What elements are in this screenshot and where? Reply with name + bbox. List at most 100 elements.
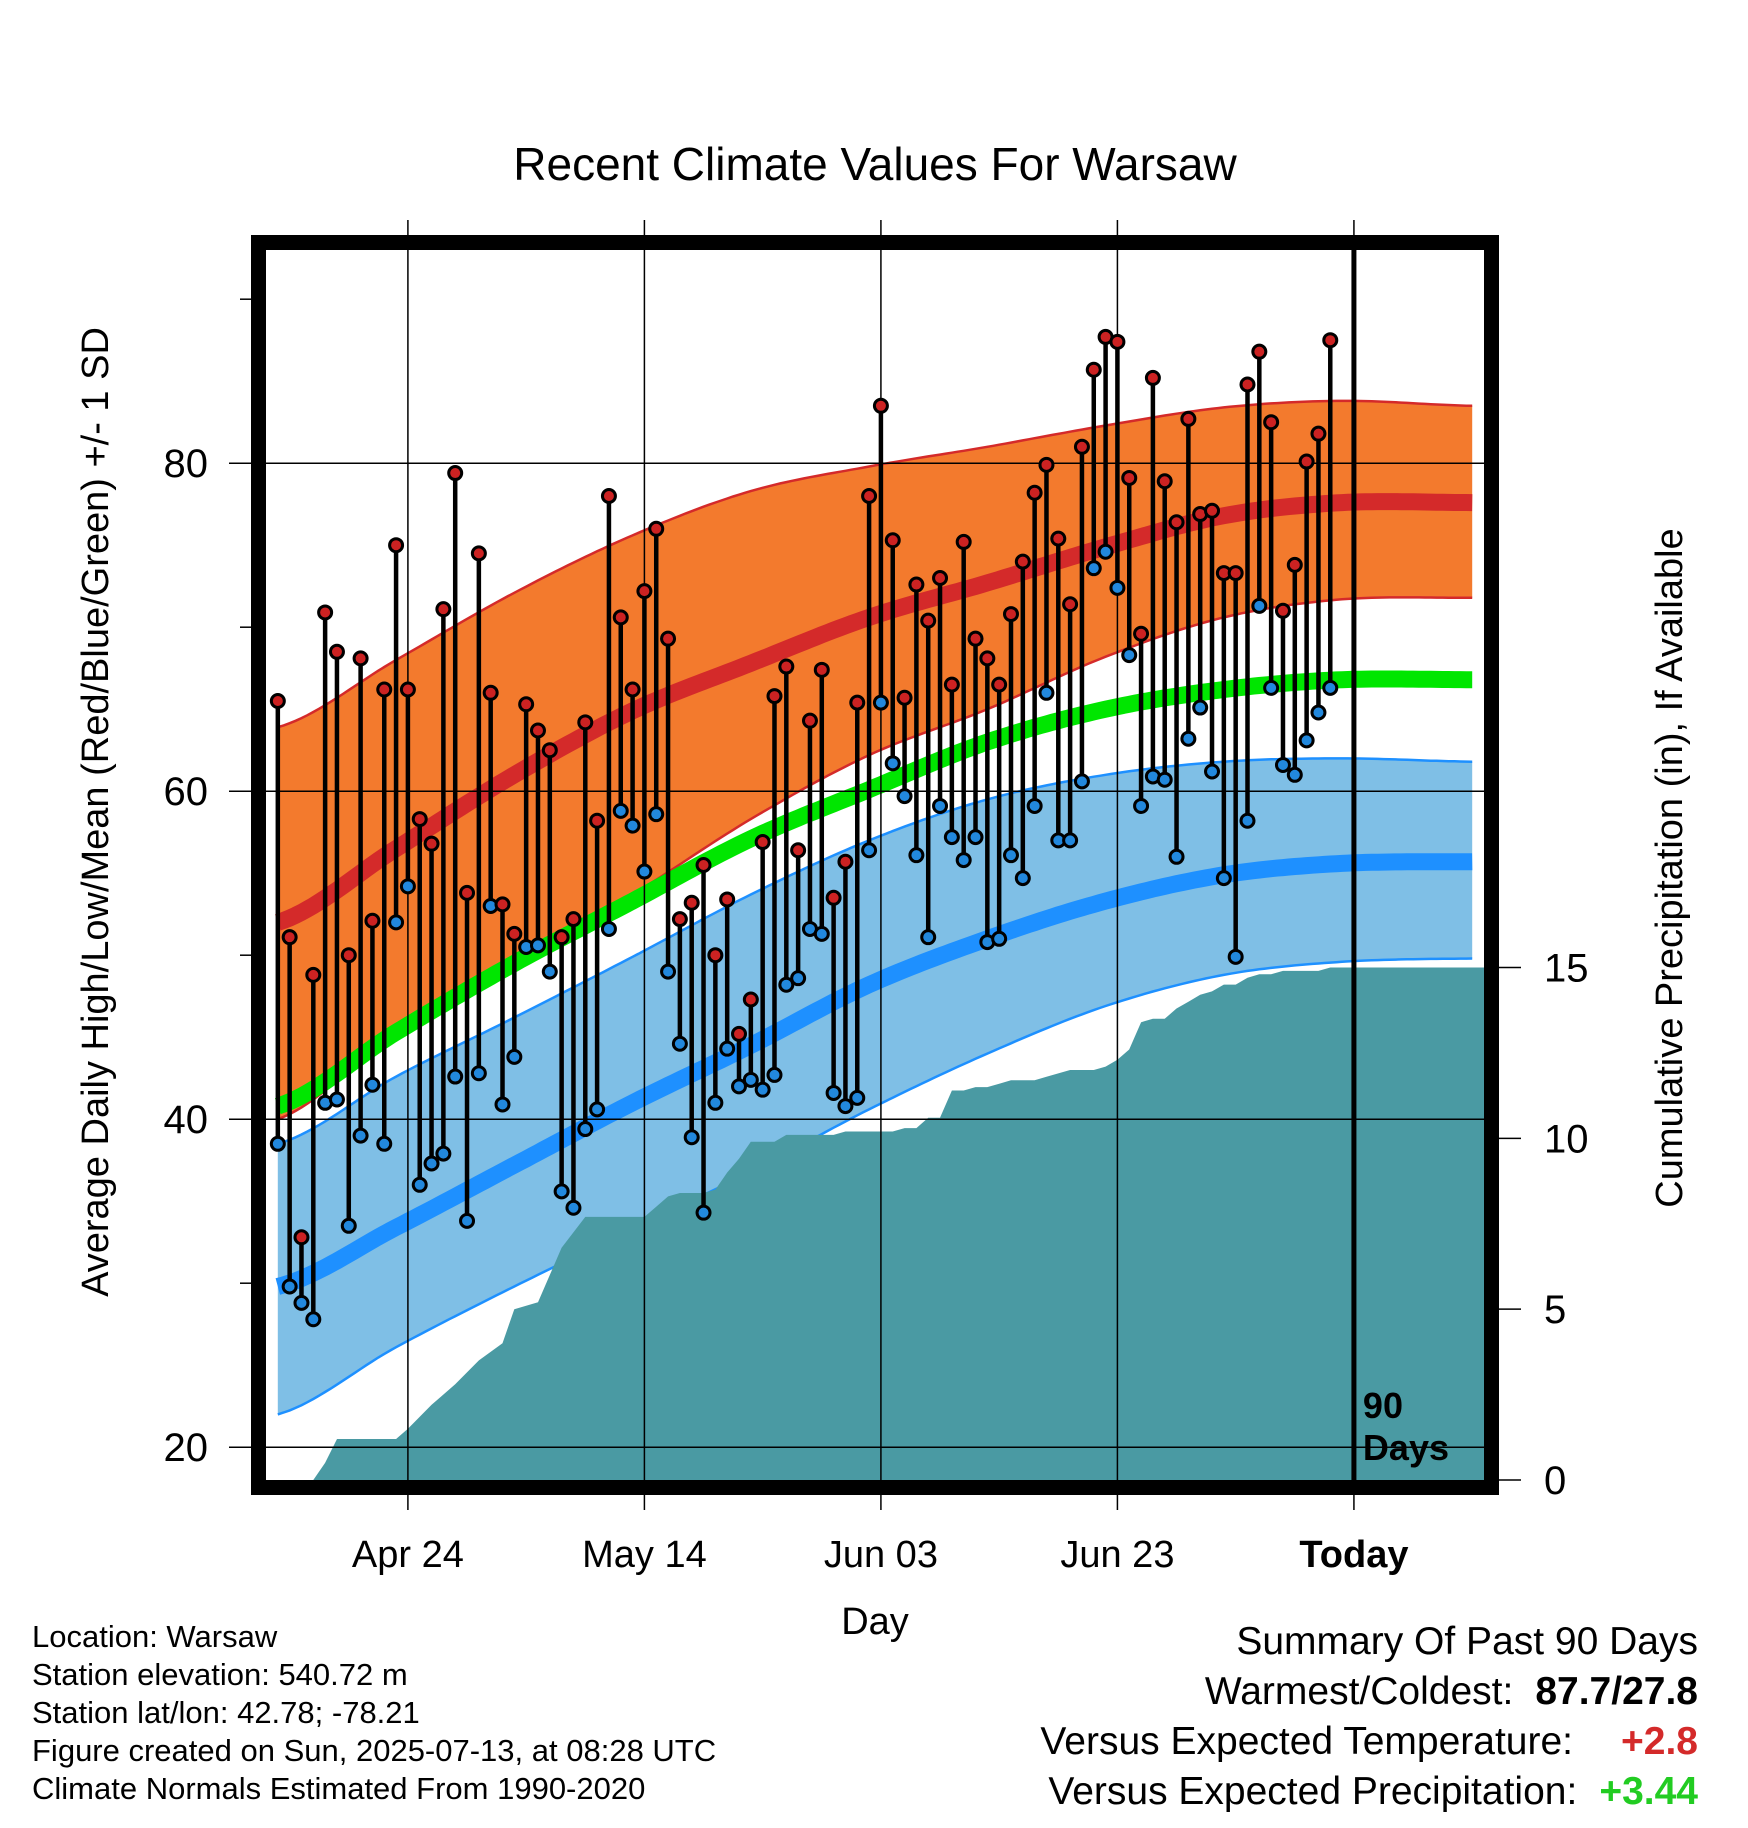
daily-low-point (1286, 766, 1303, 783)
y-tick-label: 20 (164, 1426, 209, 1470)
daily-low-point (1215, 870, 1232, 887)
y2-tick-label: 5 (1544, 1288, 1566, 1332)
daily-low-point (778, 976, 795, 993)
normals-text: Climate Normals Estimated From 1990-2020 (32, 1771, 646, 1806)
daily-low-point (352, 1127, 369, 1144)
daily-low-point (1121, 647, 1138, 664)
daily-low-point (1133, 797, 1150, 814)
daily-high-point (577, 714, 594, 731)
daily-high-point (459, 884, 476, 901)
daily-low-point (967, 829, 984, 846)
grid (266, 250, 1484, 1480)
daily-low-point (790, 970, 807, 987)
daily-low-point (1322, 679, 1339, 696)
daily-low-point (399, 878, 416, 895)
daily-low-point (1097, 543, 1114, 560)
daily-low-point (991, 930, 1008, 947)
daily-low-point (754, 1081, 771, 1098)
daily-high-point (1002, 606, 1019, 623)
daily-low-point (648, 806, 665, 823)
created-text: Figure created on Sun, 2025-07-13, at 08… (32, 1733, 717, 1768)
x-tick-label: Today (1299, 1534, 1408, 1576)
x-tick-label: Jun 03 (824, 1534, 938, 1576)
daily-low-point (707, 1094, 724, 1111)
y2-tick-label: 0 (1544, 1459, 1566, 1503)
daily-low-point (1085, 560, 1102, 577)
daily-high-point (1263, 414, 1280, 431)
daily-high-point (1050, 530, 1067, 547)
daily-high-point (943, 676, 960, 693)
daily-low-point (695, 1204, 712, 1221)
daily-low-point (872, 694, 889, 711)
daily-high-point (1026, 484, 1043, 501)
daily-low-point (577, 1121, 594, 1138)
daily-low-point (1239, 812, 1256, 829)
precip-anomaly-value: +3.44 (1599, 1770, 1698, 1813)
daily-low-point (660, 963, 677, 980)
daily-low-point (388, 914, 405, 931)
daily-low-point (719, 1040, 736, 1057)
daily-low-point (849, 1089, 866, 1106)
axes: Apr 24 May 14 Jun 03 Jun 23 Today 20 40 60 80 0 5 1… (164, 220, 1589, 1576)
daily-high-point (293, 1229, 310, 1246)
daily-high-point (1322, 332, 1339, 349)
daily-high-point (435, 601, 452, 618)
daily-high-point (979, 650, 996, 667)
x-tick-label: Apr 24 (352, 1534, 464, 1576)
daily-low-point (411, 1176, 428, 1193)
daily-low-point (920, 929, 937, 946)
y2-tick-label: 15 (1544, 947, 1589, 991)
warmest-coldest-value: 87.7/27.8 (1535, 1670, 1698, 1713)
daily-high-point (837, 853, 854, 870)
daily-high-point (1274, 602, 1291, 619)
precip-area (266, 967, 1484, 1480)
daily-high-point (683, 894, 700, 911)
daily-high-point (849, 694, 866, 711)
daily-low-point (1014, 870, 1031, 887)
daily-low-point (529, 937, 546, 954)
y-axis-label: Average Daily High/Low/Mean (Red/Blue/Gr… (75, 327, 117, 1297)
daily-high-point (1144, 369, 1161, 386)
daily-high-point (411, 811, 428, 828)
daily-high-point (447, 465, 464, 482)
daily-high-point (328, 643, 345, 660)
daily-high-point (1239, 376, 1256, 393)
daily-low-point (1109, 579, 1126, 596)
daily-low-point (612, 802, 629, 819)
today-days-word: Days (1363, 1427, 1449, 1468)
daily-low-point (1298, 732, 1315, 749)
daily-high-point (1310, 425, 1327, 442)
y-tick-label: 60 (164, 770, 209, 814)
daily-high-point (695, 857, 712, 873)
daily-high-point (861, 488, 878, 504)
daily-low-point (932, 797, 949, 814)
daily-high-point (494, 896, 511, 913)
daily-low-point (1180, 730, 1197, 747)
daily-low-point (281, 1278, 298, 1295)
daily-high-point (1133, 625, 1150, 642)
daily-low-point (1156, 771, 1173, 788)
daily-high-point (955, 533, 972, 550)
daily-high-point (967, 630, 984, 647)
daily-low-point (364, 1076, 381, 1093)
daily-low-point (589, 1101, 606, 1118)
daily-high-point (553, 929, 570, 946)
daily-low-point (1274, 756, 1291, 773)
temp-anomaly-row: Versus Expected Temperature: +2.8 (1040, 1717, 1698, 1767)
daily-low-point (328, 1091, 345, 1108)
x-axis-label: Day (841, 1601, 909, 1643)
daily-high-point (825, 889, 842, 906)
daily-low-point (1263, 679, 1280, 696)
daily-high-point (932, 570, 949, 586)
daily-low-point (1073, 773, 1090, 790)
chart-title: Recent Climate Values For Warsaw (513, 138, 1237, 190)
daily-high-point (470, 545, 487, 562)
daily-low-point (742, 1071, 759, 1088)
daily-high-point (305, 966, 322, 983)
daily-high-point (624, 681, 641, 698)
daily-low-point (494, 1096, 511, 1113)
daily-high-point (269, 693, 286, 709)
daily-low-point (269, 1135, 286, 1152)
